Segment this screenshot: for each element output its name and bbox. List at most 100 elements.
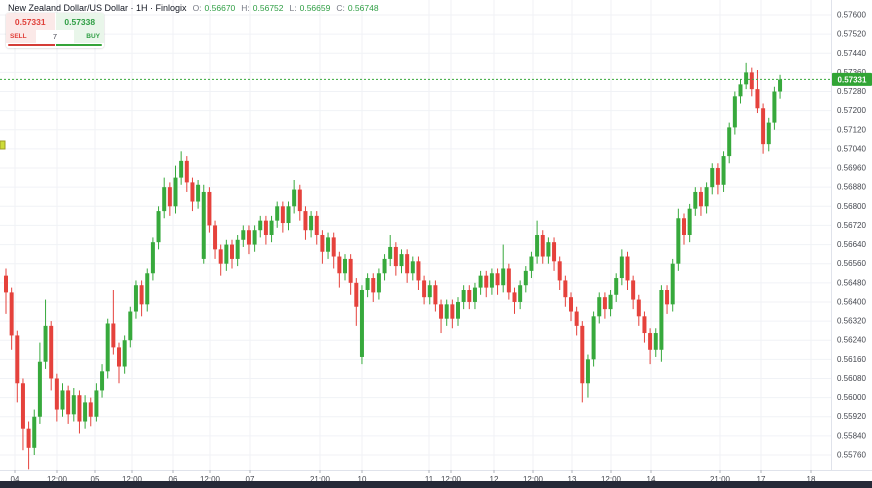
time-axis-label[interactable]: 06	[169, 475, 178, 484]
price-axis-label[interactable]: 0.57600	[837, 11, 866, 20]
time-axis-label[interactable]: 13	[568, 475, 577, 484]
time-axis-label[interactable]: 21:00	[710, 475, 731, 484]
price-axis-label[interactable]: 0.56480	[837, 278, 866, 287]
candle-body	[207, 191, 212, 226]
sell-button[interactable]: 0.57331	[6, 13, 55, 30]
candle-body	[201, 191, 206, 259]
candle-body	[608, 294, 613, 310]
price-axis-label[interactable]: 0.56960	[837, 164, 866, 173]
candle-body	[297, 189, 302, 212]
price-axis-label[interactable]: 0.56880	[837, 183, 866, 192]
candle-body	[241, 230, 246, 240]
candle-body	[523, 270, 528, 286]
candle-body	[602, 297, 607, 310]
candle-body	[303, 211, 308, 231]
time-axis-label[interactable]: 12:00	[601, 475, 622, 484]
candle-body	[376, 273, 381, 293]
candle-body	[710, 168, 715, 188]
candle-body	[676, 218, 681, 264]
price-axis-label[interactable]: 0.56800	[837, 202, 866, 211]
time-axis-label[interactable]: 12:00	[47, 475, 68, 484]
candle-body	[540, 235, 545, 257]
candle-body	[405, 254, 410, 274]
candle-body	[15, 335, 20, 384]
candle-body	[4, 275, 8, 293]
sentiment-bar	[6, 43, 104, 48]
ohlc-high: H: 0.56752	[241, 3, 284, 13]
candle-body	[439, 304, 444, 319]
price-axis-label[interactable]: 0.57360	[837, 68, 866, 77]
price-axis-label[interactable]: 0.57440	[837, 49, 866, 58]
time-axis-label[interactable]: 12:00	[200, 475, 221, 484]
candle-body	[472, 287, 477, 302]
candle-body	[478, 275, 483, 288]
candle-body	[111, 323, 116, 348]
candle-body	[122, 340, 127, 367]
price-axis-label[interactable]: 0.56080	[837, 374, 866, 383]
time-axis-label[interactable]: 17	[757, 475, 766, 484]
candle-body	[320, 235, 325, 252]
price-axis-label[interactable]: 0.56560	[837, 259, 866, 268]
candle-body	[365, 278, 370, 290]
candle-body	[9, 292, 14, 336]
time-axis-label[interactable]: 07	[246, 475, 255, 484]
alert-marker-icon[interactable]	[0, 140, 6, 150]
time-axis-label[interactable]: 12:00	[441, 475, 462, 484]
time-axis-label[interactable]: 18	[807, 475, 816, 484]
time-axis-label[interactable]: 11	[425, 475, 434, 484]
candle-body	[133, 285, 138, 312]
candle-body	[670, 263, 675, 305]
candle-body	[32, 416, 37, 448]
candle-body	[156, 211, 161, 243]
price-axis-label[interactable]: 0.56240	[837, 336, 866, 345]
price-axis-label[interactable]: 0.57520	[837, 30, 866, 39]
candle-body	[26, 428, 31, 448]
candle-body	[738, 84, 743, 97]
candle-body	[54, 378, 59, 410]
price-axis-label[interactable]: 0.55760	[837, 451, 866, 460]
candle-body	[190, 182, 195, 202]
price-axis-label[interactable]: 0.56400	[837, 297, 866, 306]
time-axis-label[interactable]: 05	[91, 475, 100, 484]
candle-body	[20, 383, 25, 429]
time-axis-label[interactable]: 21:00	[310, 475, 331, 484]
candle-body	[518, 285, 523, 302]
price-axis-label[interactable]: 0.57200	[837, 106, 866, 115]
price-axis-label[interactable]: 0.56160	[837, 355, 866, 364]
candle-body	[343, 258, 347, 274]
price-axis-label[interactable]: 0.55920	[837, 412, 866, 421]
candle-body	[246, 230, 251, 245]
candle-body	[444, 304, 449, 319]
candle-body	[761, 108, 766, 145]
candle-body	[591, 316, 596, 360]
price-axis-label[interactable]: 0.56000	[837, 393, 866, 402]
candle-body	[275, 206, 280, 221]
time-axis-label[interactable]: 14	[647, 475, 656, 484]
time-axis-label[interactable]: 04	[11, 475, 20, 484]
time-axis-label[interactable]: 12:00	[523, 475, 544, 484]
price-axis-label[interactable]: 0.56640	[837, 240, 866, 249]
time-axis-label[interactable]: 10	[358, 475, 367, 484]
candle-body	[382, 258, 387, 274]
price-axis-label[interactable]: 0.57280	[837, 87, 866, 96]
ohlc-close-value: 0.56748	[347, 3, 379, 13]
candle-body	[292, 189, 297, 207]
candle-body	[450, 304, 455, 319]
candle-body	[162, 187, 167, 212]
candle-body	[755, 89, 760, 109]
candle-body	[659, 290, 664, 350]
candle-body	[331, 237, 336, 257]
price-axis-label[interactable]: 0.57040	[837, 144, 866, 153]
price-axis-label[interactable]: 0.56720	[837, 221, 866, 230]
price-axis-label[interactable]: 0.57120	[837, 125, 866, 134]
candle-body	[631, 280, 636, 300]
price-axis-label[interactable]: 0.56320	[837, 317, 866, 326]
time-axis-label[interactable]: 12:00	[122, 475, 143, 484]
candle-body	[665, 290, 670, 305]
time-axis-label[interactable]: 12	[490, 475, 499, 484]
price-axis-label[interactable]: 0.55840	[837, 431, 866, 440]
buy-button[interactable]: 0.57338	[55, 13, 104, 30]
candle-body	[326, 237, 331, 252]
candle-body	[422, 280, 427, 298]
